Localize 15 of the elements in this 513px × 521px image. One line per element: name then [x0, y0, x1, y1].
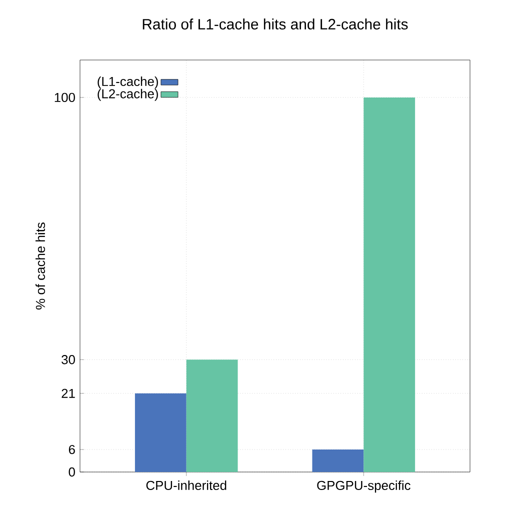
y-tick-label: 21 — [62, 388, 75, 398]
bar — [186, 360, 238, 472]
bar — [364, 97, 416, 472]
y-tick-label: 100 — [54, 92, 75, 102]
legend-label: (L2-cache) — [98, 88, 158, 101]
legend-label: (L1-cache) — [98, 76, 158, 89]
y-tick-label: 0 — [68, 467, 75, 477]
y-axis-title: % of cache hits — [36, 222, 46, 310]
x-tick-label: GPGPU-specific — [317, 480, 410, 493]
x-tick-label: CPU-inherited — [146, 480, 226, 490]
bar — [312, 450, 364, 472]
y-tick-label: 30 — [62, 355, 75, 364]
bar — [134, 393, 186, 472]
y-tick-label: 6 — [68, 444, 75, 454]
chart-title: Ratio of L1-cache hits and L2-cache hits — [142, 18, 408, 30]
